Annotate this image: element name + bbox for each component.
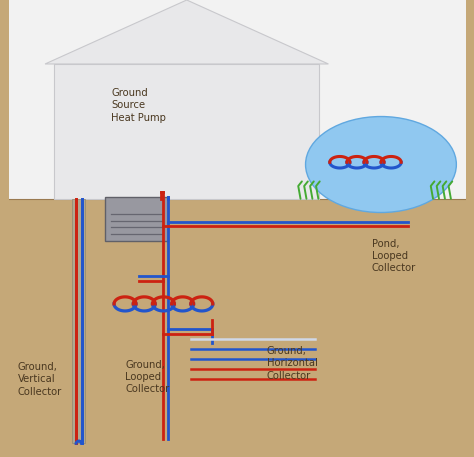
Ellipse shape xyxy=(306,117,456,213)
Bar xyxy=(9,0,465,199)
FancyBboxPatch shape xyxy=(105,197,167,241)
Text: Ground
Source
Heat Pump: Ground Source Heat Pump xyxy=(111,88,166,122)
Bar xyxy=(54,64,319,199)
Text: Ground,
Looped
Collector: Ground, Looped Collector xyxy=(125,360,169,394)
Text: Ground,
Vertical
Collector: Ground, Vertical Collector xyxy=(18,362,62,397)
Text: Pond,
Looped
Collector: Pond, Looped Collector xyxy=(372,239,416,273)
Bar xyxy=(9,199,465,457)
Bar xyxy=(73,199,85,443)
Text: Ground,
Horizontal
Collector: Ground, Horizontal Collector xyxy=(267,346,318,381)
Polygon shape xyxy=(45,0,328,64)
